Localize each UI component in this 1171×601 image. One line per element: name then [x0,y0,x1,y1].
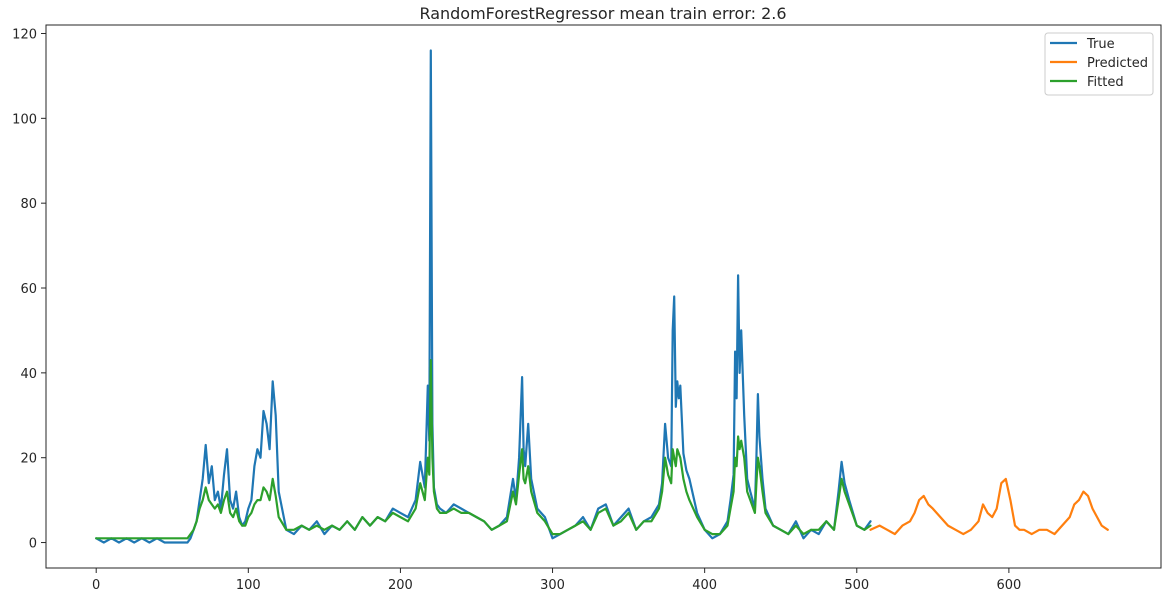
x-tick-label: 500 [844,578,869,593]
y-tick-label: 20 [20,452,37,467]
x-tick-label: 100 [236,578,261,593]
x-tick-label: 600 [996,578,1021,593]
chart-title: RandomForestRegressor mean train error: … [419,4,786,23]
series-line-true [95,49,872,544]
y-tick-label: 100 [12,112,37,127]
x-tick-label: 400 [692,578,717,593]
legend: True Predicted Fitted [1044,32,1154,96]
series-lines [95,49,1109,544]
y-tick-label: 80 [20,197,37,212]
legend-label-true: True [1086,37,1115,52]
x-tick-label: 300 [540,578,565,593]
y-tick-label: 40 [20,367,37,382]
y-tick-label: 60 [20,282,37,297]
y-axis: 0 20 40 60 80 100 120 [12,27,46,552]
series-line-fitted [95,359,872,540]
y-tick-label: 0 [29,537,37,552]
legend-label-fitted: Fitted [1087,75,1124,90]
legend-box [1044,32,1154,96]
x-axis: 0 100 200 300 400 500 600 [92,568,1021,593]
y-tick-label: 120 [12,27,37,42]
series-line-predicted [869,477,1109,536]
x-tick-label: 200 [388,578,413,593]
x-tick-label: 0 [92,578,100,593]
plot-frame [45,24,1162,569]
legend-label-predicted: Predicted [1087,56,1148,71]
